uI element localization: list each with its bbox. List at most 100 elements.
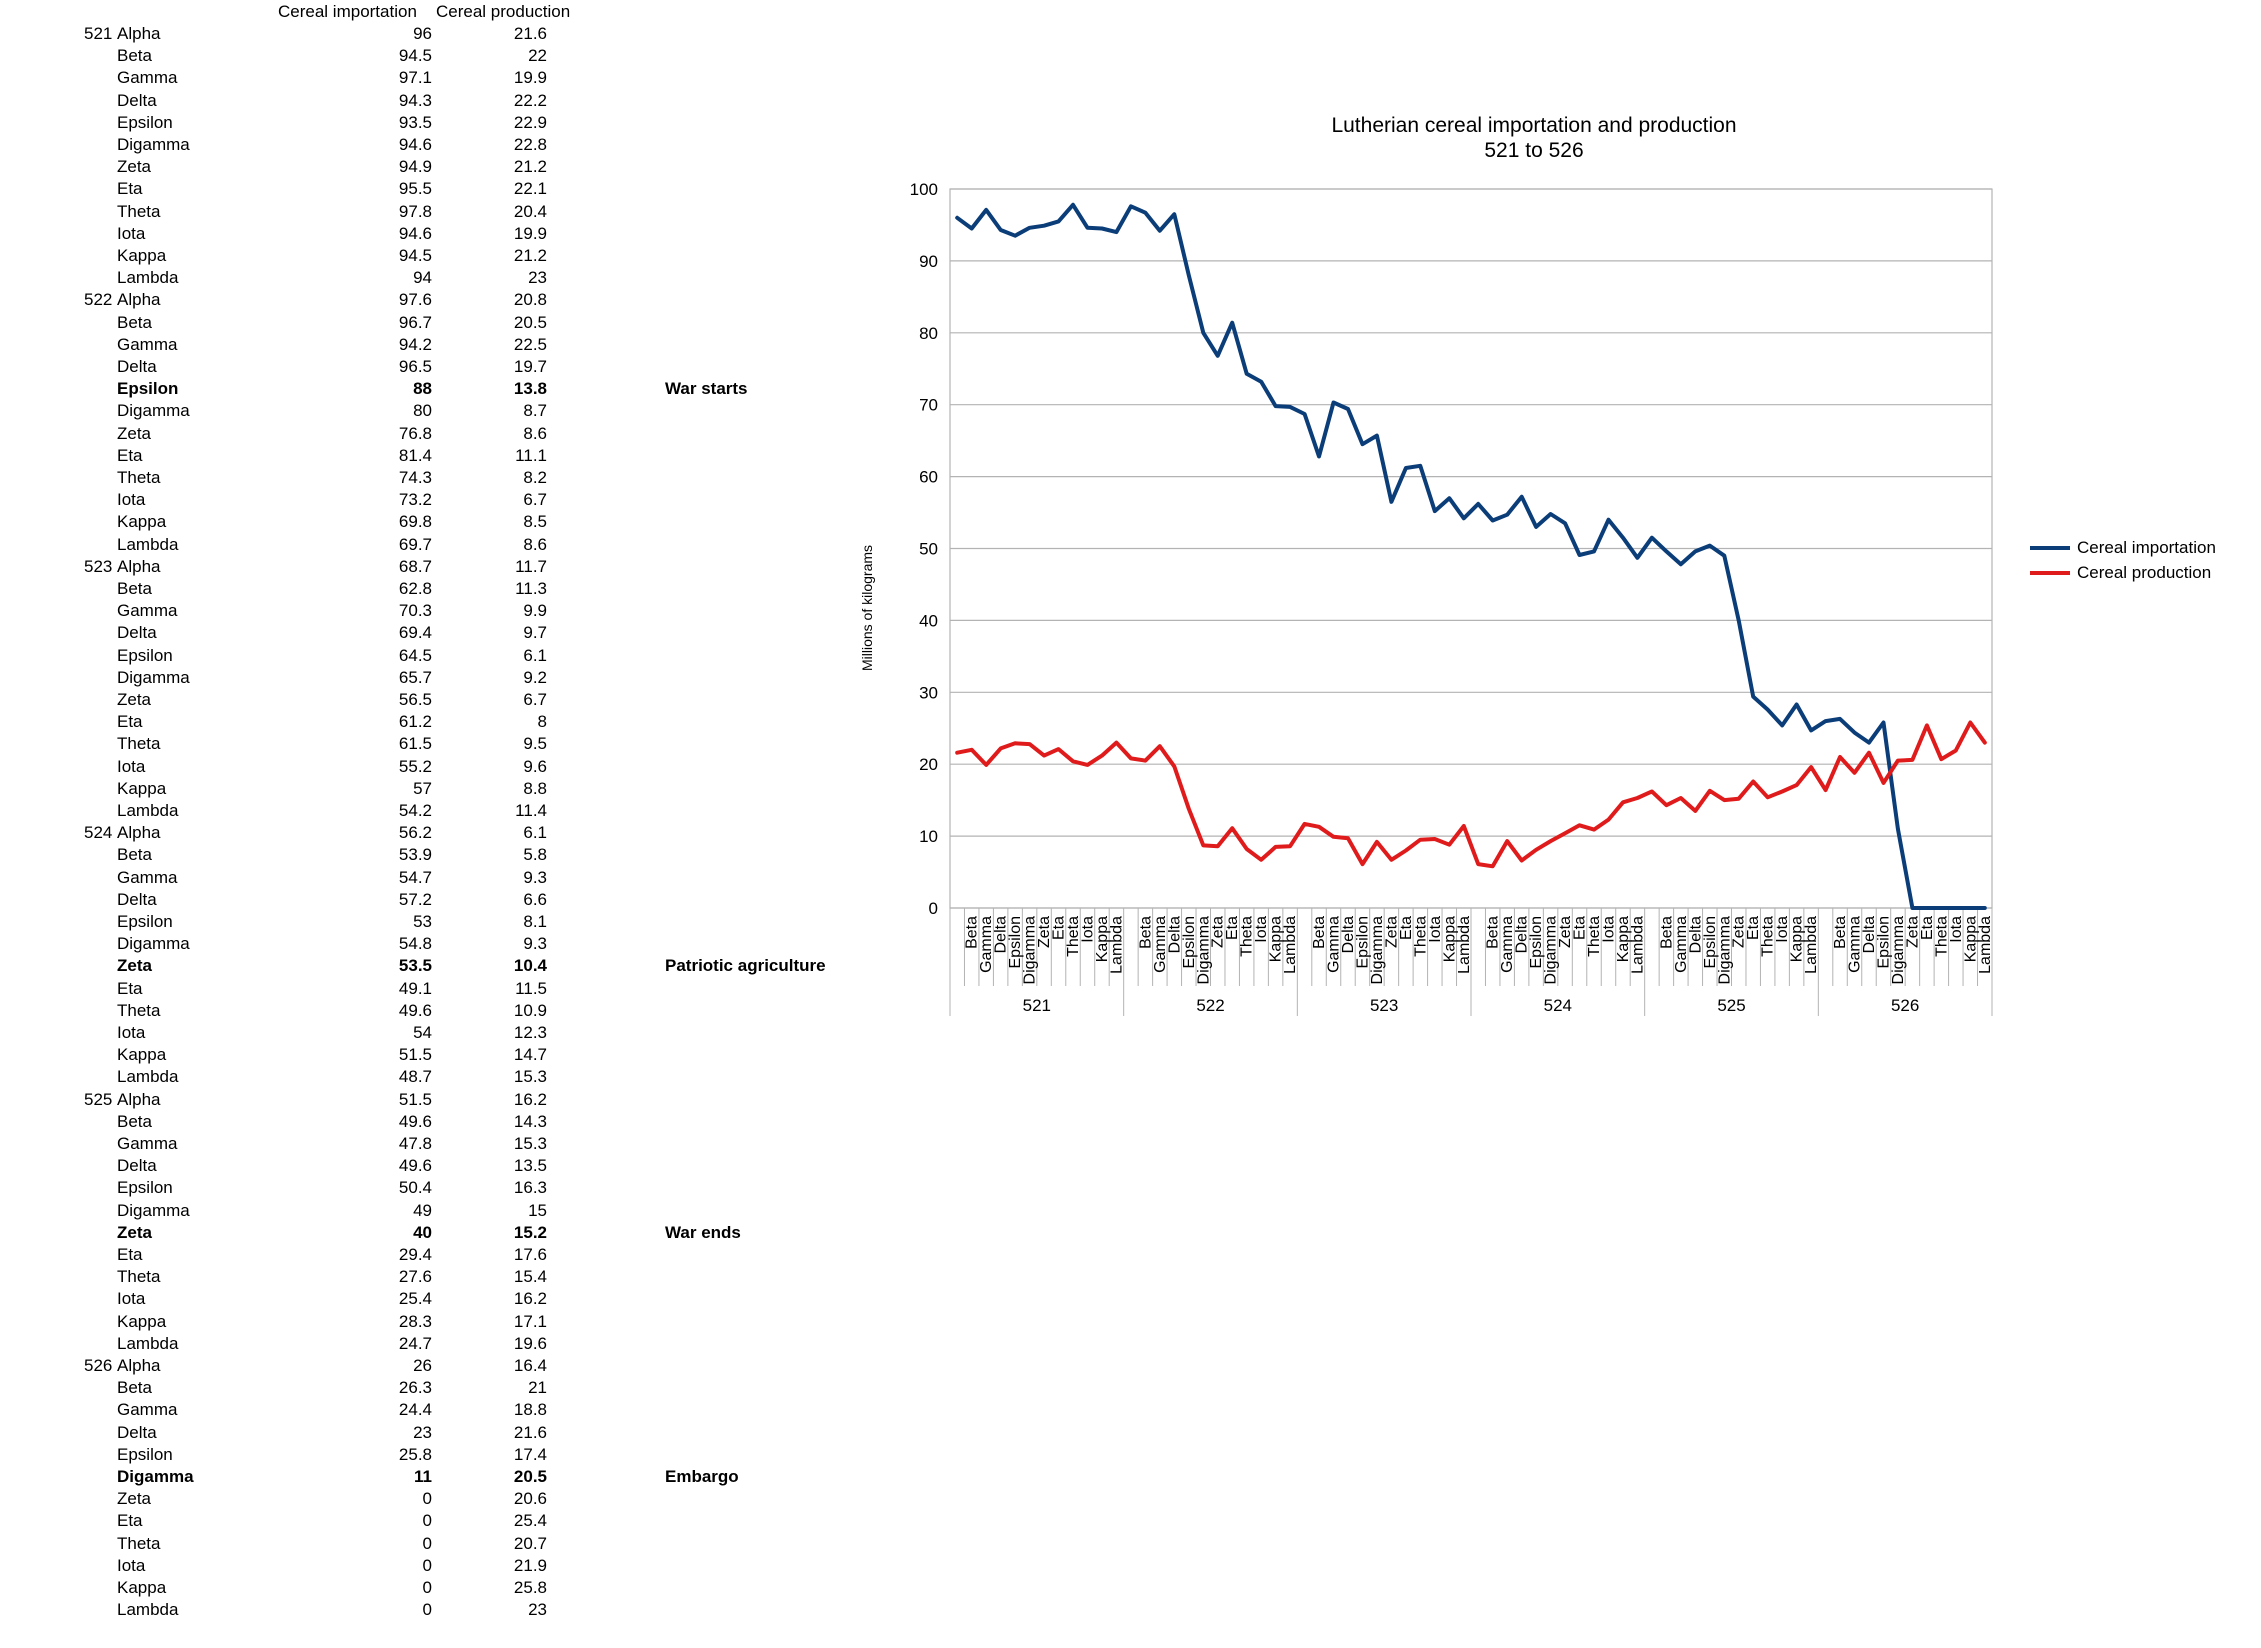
cell-importation[interactable]: 55.2 (398, 756, 432, 776)
cell-production[interactable]: 20.8 (513, 290, 547, 310)
cell-production[interactable]: 8.7 (523, 401, 547, 421)
cell-production[interactable]: 14.3 (513, 1111, 547, 1131)
cell-production[interactable]: 22.5 (513, 334, 547, 354)
cell-month[interactable]: Alpha (117, 1356, 161, 1375)
cell-month[interactable]: Kappa (117, 512, 167, 532)
cell-month[interactable]: Theta (117, 1000, 161, 1020)
cell-importation[interactable]: 94.5 (398, 46, 432, 66)
cell-month[interactable]: Beta (117, 46, 152, 66)
cell-production[interactable]: 19.9 (513, 223, 547, 243)
cell-month[interactable]: Beta (117, 1111, 152, 1131)
cell-month[interactable]: Iota (117, 223, 146, 243)
cell-importation[interactable]: 24.7 (398, 1333, 432, 1353)
cell-importation[interactable]: 56.5 (398, 690, 432, 709)
cell-production[interactable]: 21.6 (513, 24, 547, 43)
cell-importation[interactable]: 95.5 (398, 179, 432, 199)
cell-production[interactable]: 21.2 (513, 246, 547, 265)
cell-production[interactable]: 10.9 (513, 1000, 547, 1020)
cell-importation[interactable]: 28.3 (398, 1311, 432, 1331)
cell-month[interactable]: Gamma (117, 867, 178, 887)
cell-month[interactable]: Iota (117, 1023, 146, 1042)
cell-importation[interactable]: 23 (413, 1422, 432, 1442)
cell-production[interactable]: 8.8 (523, 778, 547, 798)
cell-year[interactable]: 526 (84, 1356, 113, 1375)
cell-importation[interactable]: 94.3 (398, 90, 432, 110)
cell-production[interactable]: 9.2 (523, 667, 547, 687)
cell-importation[interactable]: 26.3 (398, 1378, 432, 1398)
cell-production[interactable]: 8.5 (523, 512, 547, 532)
cell-production[interactable]: 9.3 (523, 934, 547, 954)
cell-importation[interactable]: 73.2 (398, 490, 432, 510)
cell-month[interactable]: Digamma (117, 934, 190, 954)
cell-month[interactable]: Kappa (117, 778, 167, 798)
cell-production[interactable]: 25.4 (513, 1511, 547, 1531)
cell-month[interactable]: Alpha (117, 823, 161, 843)
cell-month[interactable]: Alpha (117, 1089, 161, 1109)
cell-production[interactable]: 20.5 (513, 312, 547, 332)
cell-month[interactable]: Zeta (117, 1222, 152, 1242)
cell-importation[interactable]: 69.4 (398, 623, 432, 643)
cell-importation[interactable]: 64.5 (398, 645, 432, 665)
cell-production[interactable]: 20.4 (513, 201, 547, 221)
cell-month[interactable]: Zeta (117, 157, 152, 177)
cell-importation[interactable]: 81.4 (398, 445, 432, 465)
cell-year[interactable]: 525 (84, 1089, 113, 1109)
cell-month[interactable]: Digamma (117, 667, 190, 687)
cell-month[interactable]: Epsilon (117, 1444, 173, 1464)
cell-note[interactable]: War ends (665, 1222, 741, 1242)
cell-month[interactable]: Gamma (117, 1400, 178, 1420)
cell-month[interactable]: Kappa (117, 246, 167, 265)
cell-importation[interactable]: 51.5 (398, 1089, 432, 1109)
cell-importation[interactable]: 25.4 (398, 1289, 432, 1309)
cell-production[interactable]: 22.9 (513, 112, 547, 132)
cell-production[interactable]: 11.5 (515, 978, 547, 998)
cell-month[interactable]: Epsilon (117, 1178, 173, 1198)
cell-production[interactable]: 16.3 (513, 1178, 547, 1198)
series-line-importation[interactable] (955, 202, 1987, 910)
cell-importation[interactable]: 96.7 (398, 312, 432, 332)
cell-production[interactable]: 11.3 (515, 579, 547, 598)
cell-production[interactable]: 20.6 (513, 1489, 547, 1509)
cell-month[interactable]: Lambda (117, 268, 179, 288)
cell-importation[interactable]: 48.7 (398, 1067, 432, 1087)
cell-production[interactable]: 8.1 (523, 912, 547, 931)
cell-importation[interactable]: 94.5 (398, 246, 432, 265)
cell-importation[interactable]: 0 (422, 1600, 432, 1620)
cell-importation[interactable]: 56.2 (398, 823, 432, 843)
cell-importation[interactable]: 54.7 (398, 867, 432, 887)
cell-importation[interactable]: 53 (413, 912, 432, 931)
cell-production[interactable]: 17.4 (513, 1444, 547, 1464)
cell-production[interactable]: 6.6 (523, 889, 547, 909)
cell-importation[interactable]: 49 (413, 1200, 432, 1220)
cell-production[interactable]: 16.2 (513, 1289, 547, 1309)
cell-production[interactable]: 22.1 (513, 179, 547, 199)
cell-importation[interactable]: 54.8 (398, 934, 432, 954)
cell-importation[interactable]: 62.8 (398, 579, 432, 598)
cell-production[interactable]: 22.2 (513, 90, 547, 110)
cell-month[interactable]: Lambda (117, 1067, 179, 1087)
cell-production[interactable]: 9.6 (523, 756, 547, 776)
cell-production[interactable]: 6.1 (523, 645, 547, 665)
cell-month[interactable]: Gamma (117, 68, 178, 88)
cell-importation[interactable]: 93.5 (398, 112, 432, 132)
cell-production[interactable]: 9.9 (523, 601, 547, 621)
cell-importation[interactable]: 97.1 (398, 68, 432, 88)
cell-production[interactable]: 22.8 (513, 135, 547, 154)
cell-month[interactable]: Lambda (117, 1600, 179, 1620)
cell-production[interactable]: 14.7 (513, 1045, 547, 1065)
cell-importation[interactable]: 80 (413, 401, 432, 421)
cell-importation[interactable]: 29.4 (398, 1245, 432, 1264)
cell-note[interactable]: Embargo (665, 1467, 739, 1486)
cell-importation[interactable]: 94.9 (398, 157, 432, 177)
cell-importation[interactable]: 54 (413, 1023, 432, 1042)
cell-month[interactable]: Kappa (117, 1578, 167, 1597)
cell-month[interactable]: Alpha (117, 24, 161, 43)
cell-month[interactable]: Gamma (117, 1134, 178, 1153)
cell-importation[interactable]: 0 (422, 1555, 432, 1575)
cell-production[interactable]: 18.8 (513, 1400, 547, 1420)
cell-month[interactable]: Zeta (117, 956, 152, 976)
cell-month[interactable]: Eta (117, 1245, 143, 1264)
cell-importation[interactable]: 74.3 (398, 468, 432, 487)
cell-production[interactable]: 9.3 (523, 867, 547, 887)
cell-month[interactable]: Lambda (117, 801, 179, 820)
